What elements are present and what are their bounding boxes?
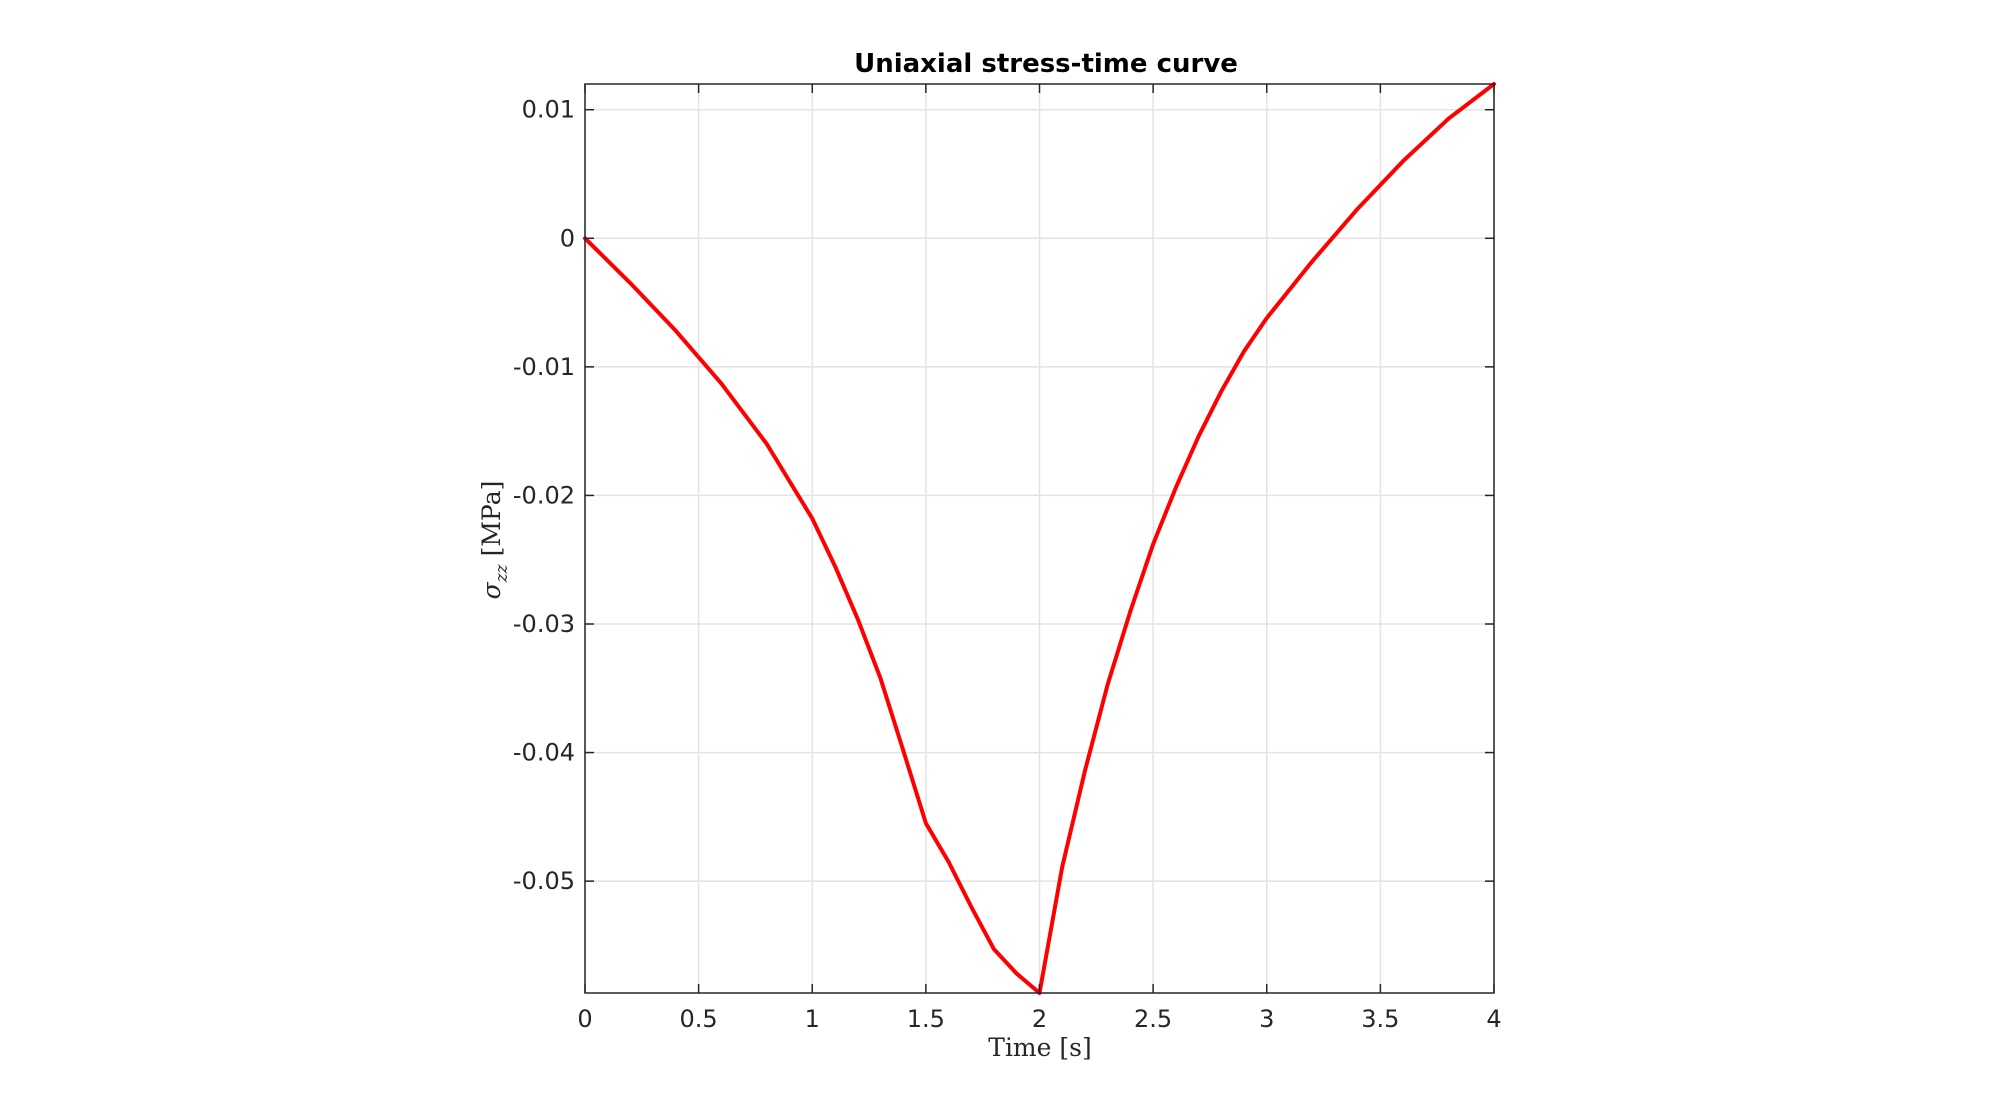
x-tick-label: 4 xyxy=(1486,1005,1501,1033)
y-tick-label: -0.04 xyxy=(513,739,575,767)
x-axis-label: Time [s] xyxy=(988,1033,1091,1062)
y-tick-label: -0.02 xyxy=(513,481,575,509)
x-tick-label: 0.5 xyxy=(680,1005,718,1033)
x-tick-label: 1 xyxy=(805,1005,820,1033)
y-tick-label: -0.03 xyxy=(513,610,575,638)
y-tick-label: 0 xyxy=(560,224,575,252)
y-tick-labels: 0.01 0 -0.01 -0.02 -0.03 -0.04 -0.05 xyxy=(513,96,575,895)
grid-lines xyxy=(584,84,1495,993)
y-axis-unit: [MPa] xyxy=(477,481,506,557)
x-tick-label: 3 xyxy=(1259,1005,1274,1033)
y-tick-label: -0.01 xyxy=(513,353,575,381)
chart-title: Uniaxial stress-time curve xyxy=(854,49,1238,79)
svg-text:σzz[MPa]: σzz [MPa] xyxy=(477,481,512,600)
x-tick-label: 2.5 xyxy=(1134,1005,1172,1033)
tick-marks xyxy=(584,84,1495,993)
y-axis-symbol: σ xyxy=(477,581,506,599)
y-tick-label: -0.05 xyxy=(513,867,575,895)
y-tick-label: 0.01 xyxy=(522,96,575,124)
y-axis-subscript: zz xyxy=(492,563,512,583)
y-axis-label: σzz [MPa] xyxy=(477,481,512,600)
x-tick-labels: 0 0.5 1 1.5 2 2.5 3 3.5 4 xyxy=(577,1005,1501,1033)
x-tick-label: 0 xyxy=(577,1005,592,1033)
x-tick-label: 1.5 xyxy=(907,1005,945,1033)
x-tick-label: 2 xyxy=(1032,1005,1047,1033)
x-tick-label: 3.5 xyxy=(1361,1005,1399,1033)
